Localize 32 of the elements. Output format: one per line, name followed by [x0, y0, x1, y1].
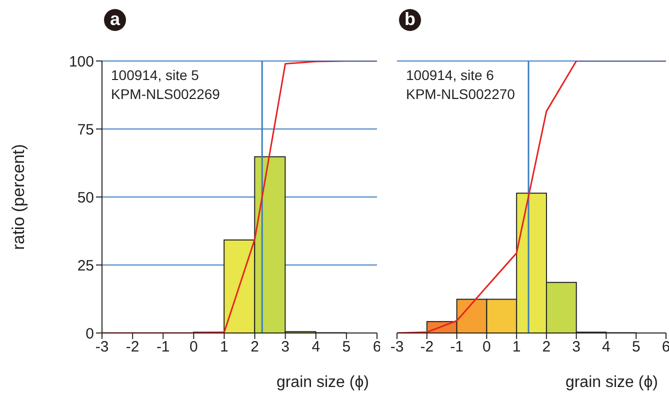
- annotation: KPM-NLS002269: [111, 85, 220, 104]
- x-tick-label: -1: [156, 338, 170, 356]
- x-tick-label: -3: [95, 338, 109, 356]
- x-tick-label: 1: [220, 338, 228, 356]
- x-tick-label: -2: [420, 338, 434, 356]
- y-tick-label: 0: [86, 325, 94, 342]
- x-tick-label: 0: [189, 338, 198, 356]
- chart-title: b: [399, 9, 421, 31]
- x-tick-label: 5: [342, 338, 351, 356]
- y-tick-label: 100: [68, 53, 94, 70]
- chart-title: a: [104, 9, 126, 31]
- y-axis-title: ratio (percent): [9, 144, 28, 250]
- x-tick-label: -2: [126, 338, 140, 356]
- x-tick-label: 3: [572, 338, 581, 356]
- x-tick-label: 4: [312, 338, 320, 356]
- annotation: KPM-NLS002270: [406, 85, 515, 104]
- x-tick-label: -3: [390, 338, 404, 356]
- x-tick-label: 3: [281, 338, 290, 356]
- annotation: 100914, site 5: [111, 66, 200, 85]
- x-tick-label: 1: [512, 338, 521, 356]
- y-tick-label: 75: [77, 121, 94, 138]
- x-tick-label: 2: [250, 338, 259, 356]
- y-tick-label: 50: [77, 189, 94, 206]
- x-tick-label: -1: [450, 338, 464, 356]
- annotation: 100914, site 6: [406, 66, 495, 85]
- x-tick-label: 2: [542, 338, 551, 356]
- y-tick-label: 25: [77, 257, 94, 274]
- x-tick-label: 4: [602, 338, 610, 356]
- x-axis-title: grain size (ϕ): [565, 374, 658, 391]
- x-tick-label: 0: [482, 338, 491, 356]
- x-axis-title: grain size (ϕ): [276, 374, 369, 391]
- x-tick-label: 5: [632, 338, 640, 356]
